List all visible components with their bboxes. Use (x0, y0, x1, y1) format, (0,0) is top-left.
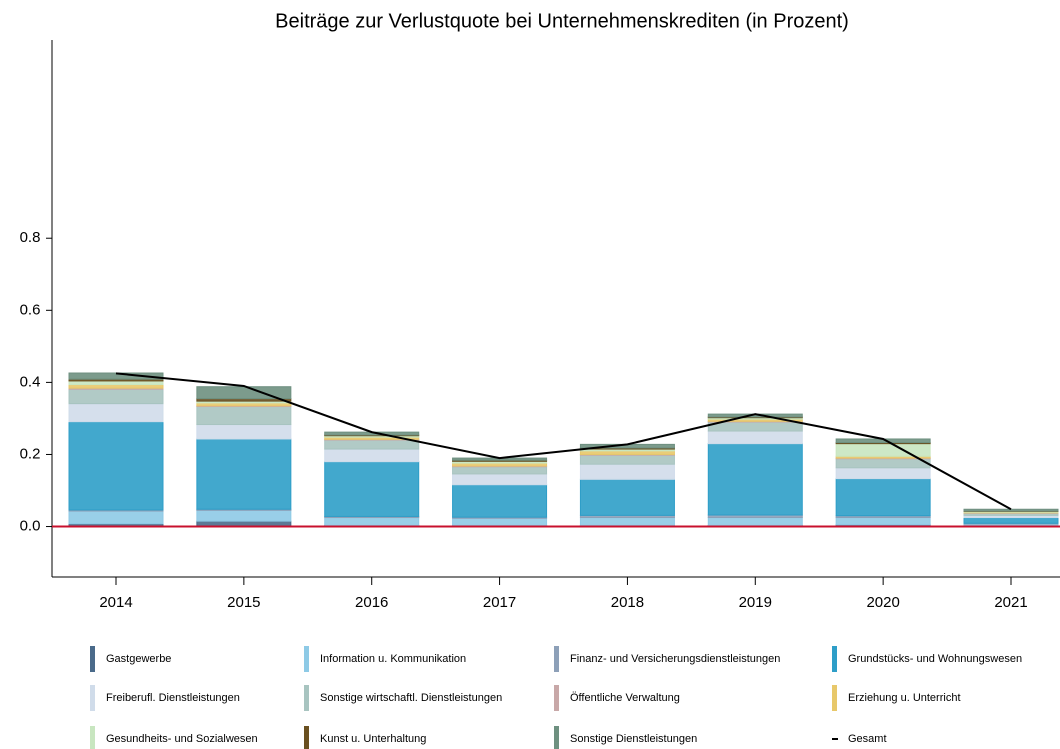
bar-segment (68, 380, 164, 386)
x-tick-label: 2019 (739, 594, 772, 611)
y-tick-label: 0.8 (20, 229, 41, 246)
bar-segment (835, 458, 931, 469)
bar-segment (324, 461, 420, 517)
x-tick-label: 2021 (994, 594, 1027, 611)
legend-label: Freiberufl. Dienstleistungen (106, 692, 240, 704)
bar-segment (452, 517, 548, 526)
bar-segment (68, 388, 164, 405)
bar-segment (579, 463, 675, 480)
bar-segment (452, 466, 548, 475)
chart-title: Beiträge zur Verlustquote bei Unternehme… (275, 10, 849, 32)
bar-segment (452, 484, 548, 518)
x-tick-label: 2017 (483, 594, 516, 611)
bar-segment (452, 473, 548, 486)
x-tick-label: 2020 (866, 594, 899, 611)
bar-segment (196, 424, 292, 440)
bar-segment (579, 478, 675, 516)
legend-label: Information u. Kommunikation (320, 653, 466, 665)
bar-segment (579, 450, 675, 455)
legend-swatch (304, 646, 309, 672)
bar-segment (963, 508, 1059, 512)
y-tick-label: 0.0 (20, 518, 41, 535)
legend-swatch (304, 685, 309, 711)
bar-segment (324, 517, 420, 526)
x-tick-label: 2016 (355, 594, 388, 611)
legend-label: Finanz- und Versicherungsdienstleistunge… (570, 653, 780, 665)
legend-label: Grundstücks- und Wohnungswesen (848, 653, 1022, 665)
bar-segment (707, 430, 803, 445)
bar-segment (68, 421, 164, 511)
bar-segment (68, 384, 164, 389)
bar-segment (196, 438, 292, 510)
y-tick-label: 0.6 (20, 301, 41, 318)
legend-label: Erziehung u. Unterricht (848, 692, 961, 704)
y-tick-label: 0.2 (20, 445, 41, 462)
bar-segment (835, 517, 931, 526)
legend-swatch (554, 685, 559, 711)
bar-segment (835, 478, 931, 517)
legend-swatch (90, 646, 95, 672)
bar-segment (835, 443, 931, 457)
bar-segment (579, 517, 675, 526)
bar-segment (196, 509, 292, 522)
bar-segment (68, 372, 164, 380)
legend-swatch (554, 646, 559, 672)
legend-swatch (90, 726, 95, 749)
bar-segment (963, 517, 1059, 524)
legend-swatch (304, 726, 309, 749)
x-tick-label: 2015 (227, 594, 260, 611)
legend-label: Sonstige wirtschaftl. Dienstleistungen (320, 692, 502, 704)
legend-swatch (554, 726, 559, 749)
legend-label: Öffentliche Verwaltung (570, 692, 680, 704)
legend-label: Gesundheits- und Sozialwesen (106, 733, 258, 745)
bar-segment (196, 406, 292, 426)
legend-label: Gesamt (848, 733, 887, 745)
x-tick-label: 2014 (99, 594, 132, 611)
x-tick-label: 2018 (611, 594, 644, 611)
bar-segment (707, 443, 803, 516)
bar-segment (707, 421, 803, 432)
legend-label: Gastgewerbe (106, 653, 171, 665)
bar-segment (324, 448, 420, 463)
legend-swatch (832, 685, 837, 711)
legend-swatch (832, 646, 837, 672)
legend-label: Sonstige Dienstleistungen (570, 733, 697, 745)
bar-segment (835, 467, 931, 480)
bar-segment (324, 439, 420, 450)
bar-segment (579, 454, 675, 465)
bar-segment (707, 517, 803, 526)
bar-segment (68, 510, 164, 525)
y-tick-label: 0.4 (20, 373, 41, 390)
legend-label: Kunst u. Unterhaltung (320, 733, 426, 745)
legend-swatch (90, 685, 95, 711)
bar-segment (68, 403, 164, 423)
total-line (115, 372, 1012, 511)
